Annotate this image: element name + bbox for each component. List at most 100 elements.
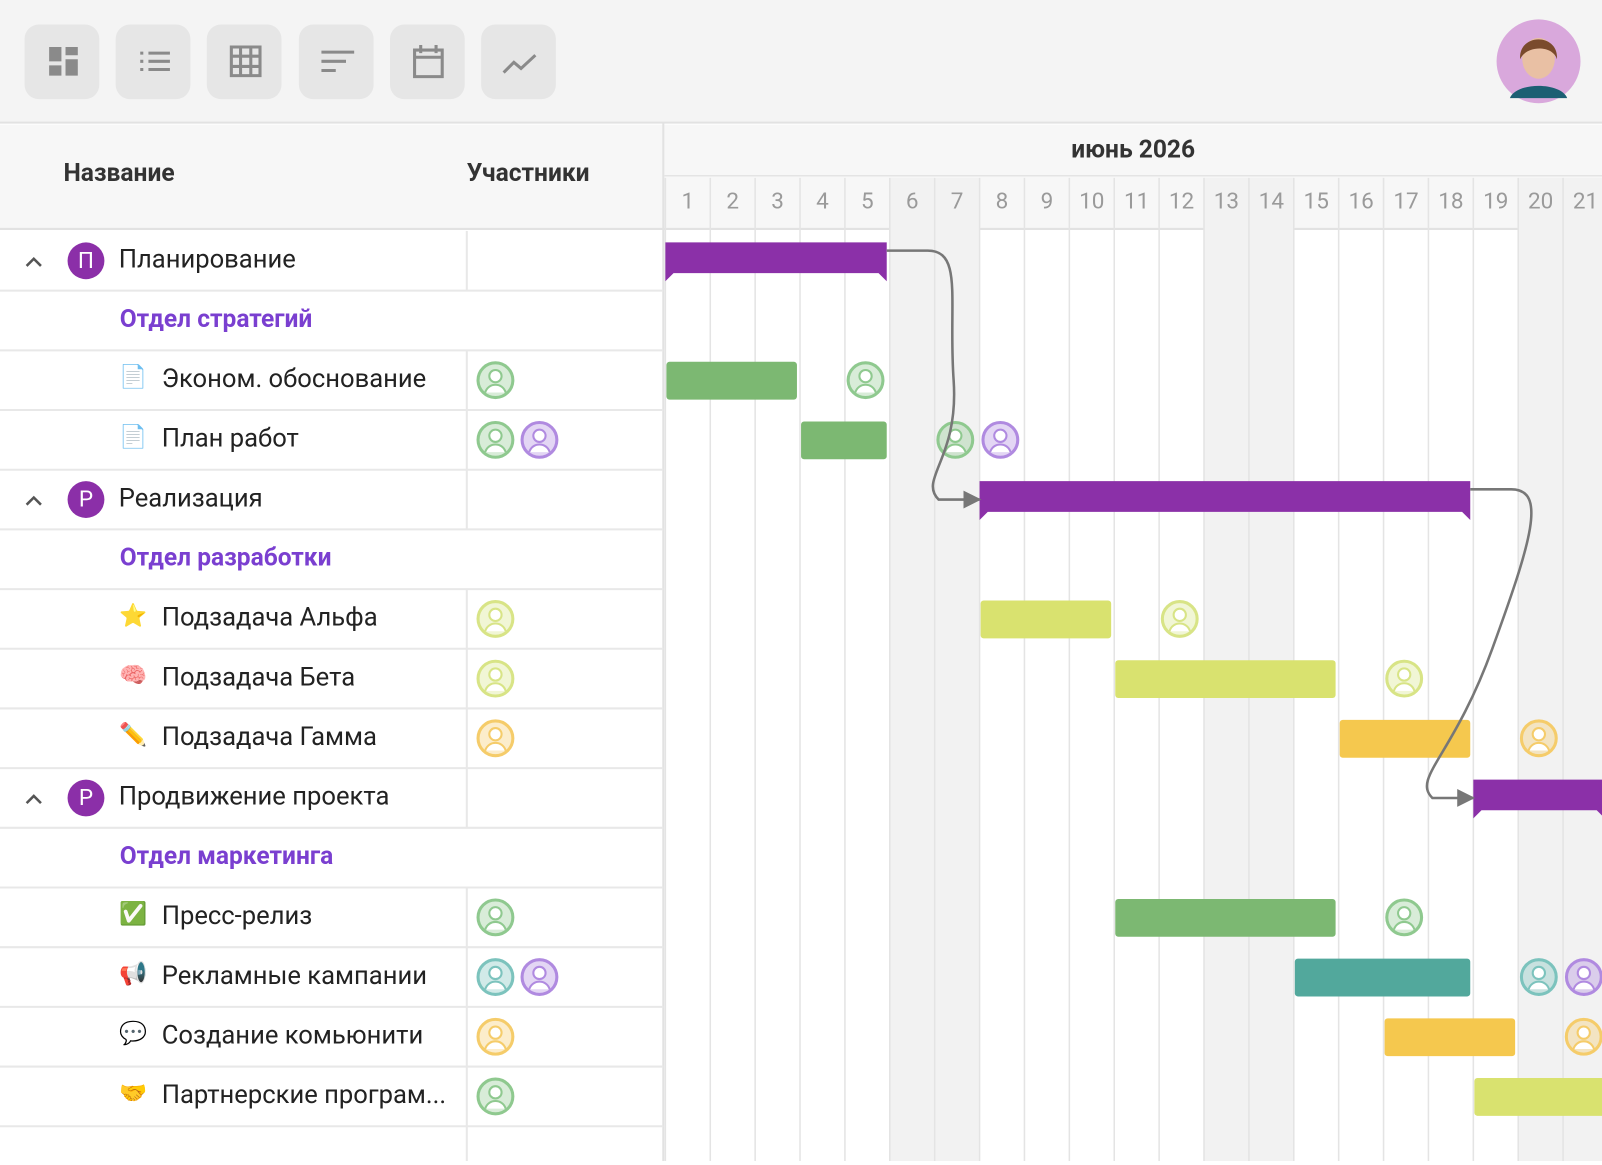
avatar-head xyxy=(532,965,547,981)
participant-avatar xyxy=(520,420,559,459)
dashboard-button[interactable] xyxy=(24,24,100,100)
header-row xyxy=(0,124,1602,229)
task-icon: ⭐ xyxy=(119,602,147,629)
group-letter: Р xyxy=(79,487,93,513)
group-name: Планирование xyxy=(119,245,296,275)
day-label: 14 xyxy=(1259,188,1285,214)
day-label: 11 xyxy=(1124,188,1149,214)
avatar-body xyxy=(484,1040,507,1050)
avatar-body xyxy=(944,443,967,453)
avatar-body xyxy=(484,980,507,990)
task-icon: 📄 xyxy=(119,363,147,390)
task-icon: ✏️ xyxy=(119,720,147,748)
task-name: Создание комьюнити xyxy=(162,1020,424,1050)
weekend-column xyxy=(889,177,935,1161)
bar-participant-avatar xyxy=(981,420,1020,459)
day-label: 8 xyxy=(996,188,1009,214)
task-icon: 🤝 xyxy=(119,1080,147,1106)
bar-participant-avatar xyxy=(1564,958,1602,996)
day-label: 3 xyxy=(771,188,784,214)
participant-avatar xyxy=(476,361,515,400)
task-icon: 🧠 xyxy=(119,663,147,689)
participant-avatar xyxy=(476,898,515,937)
avatar-head xyxy=(488,727,503,742)
weekend-column xyxy=(1563,177,1602,1161)
avatar-body xyxy=(1527,980,1551,990)
bar-participant-avatar xyxy=(1564,1017,1602,1056)
chart-button[interactable] xyxy=(481,24,556,100)
bar-participant-avatar xyxy=(1160,600,1199,638)
task-name: Подзадача Бета xyxy=(162,662,355,692)
avatar-body xyxy=(528,980,551,990)
avatar-head xyxy=(1397,667,1412,682)
collapse-chevron xyxy=(25,495,42,506)
day-label: 6 xyxy=(906,188,919,214)
avatar-head xyxy=(1576,965,1592,981)
avatar-head xyxy=(488,965,503,981)
day-label: 7 xyxy=(951,188,964,214)
group-letter: Р xyxy=(79,785,93,811)
participant-avatar xyxy=(476,958,515,996)
task-bar xyxy=(1339,719,1471,758)
day-label: 16 xyxy=(1348,188,1373,214)
day-label: 15 xyxy=(1304,188,1329,214)
avatar-body xyxy=(484,741,507,751)
calendar-button[interactable] xyxy=(390,24,465,100)
participant-avatar xyxy=(476,420,515,459)
task-bar xyxy=(801,421,887,460)
month-label: июнь 2026 xyxy=(1071,135,1195,164)
task-name: Пресс-релиз xyxy=(162,901,313,931)
weekend-column xyxy=(934,177,980,1161)
avatar-head xyxy=(1576,1025,1591,1040)
table-button[interactable] xyxy=(206,24,282,100)
day-label: 4 xyxy=(816,188,829,214)
department-name: Отдел стратегий xyxy=(120,304,313,333)
list-button[interactable] xyxy=(115,24,191,100)
avatar-head xyxy=(488,607,503,622)
avatar-head xyxy=(1172,607,1187,622)
participant-avatar xyxy=(476,600,515,638)
day-label: 9 xyxy=(1041,188,1054,214)
sort-button[interactable] xyxy=(298,24,374,100)
bar-participant-avatar xyxy=(1385,659,1424,698)
avatar-body xyxy=(1168,622,1191,632)
avatar-head xyxy=(488,667,503,682)
weekend-column xyxy=(1518,177,1564,1161)
avatar-body xyxy=(484,682,507,692)
task-name: План работ xyxy=(162,424,299,454)
day-label: 17 xyxy=(1393,188,1418,214)
group-badge xyxy=(67,779,105,817)
task-bar xyxy=(666,361,797,400)
avatar-body xyxy=(1392,920,1416,931)
task-bar xyxy=(1115,660,1336,699)
task-bar xyxy=(1474,1078,1602,1116)
bar-participant-avatar xyxy=(1385,898,1424,937)
avatar-body xyxy=(1572,1040,1595,1050)
participant-avatar xyxy=(520,958,559,996)
dependency-arrow xyxy=(1425,488,1533,807)
group-bar xyxy=(979,481,1471,520)
task-name: Эконом. обоснование xyxy=(162,364,427,394)
task-bar xyxy=(1115,898,1336,937)
avatar-head xyxy=(1397,906,1412,921)
day-label: 20 xyxy=(1528,188,1553,214)
avatar-body xyxy=(484,1099,507,1110)
column-header: Название xyxy=(63,158,174,187)
group-bar xyxy=(1473,779,1602,819)
department-name: Отдел разработки xyxy=(120,543,332,572)
avatar-body xyxy=(854,383,877,393)
day-label: 1 xyxy=(681,188,694,214)
task-icon: 📢 xyxy=(119,960,147,987)
user-avatar[interactable] xyxy=(1496,19,1581,104)
task-icon: 💬 xyxy=(119,1020,147,1047)
task-name: Подзадача Гамма xyxy=(162,722,377,752)
avatar-head xyxy=(1531,727,1547,742)
task-name: Партнерские програм... xyxy=(162,1080,446,1110)
timeline: 1 2 3 4 5 6 7 8 9 10 11 12 13 14 15 16 17 18 19 20 21 xyxy=(664,177,1602,1162)
task-name: Подзадача Альфа xyxy=(162,603,378,633)
task-name: Рекламные кампании xyxy=(162,961,427,991)
day-label: 13 xyxy=(1214,188,1239,214)
avatar-head xyxy=(488,368,503,384)
avatar-head xyxy=(488,1085,503,1100)
